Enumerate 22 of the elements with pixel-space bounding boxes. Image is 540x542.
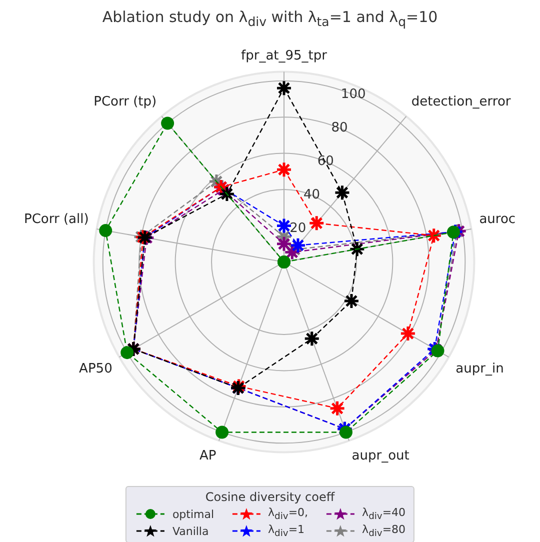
legend-label: λ$_{div}$=1 [268, 523, 305, 540]
legend-label: λ$_{div}$=40 [362, 506, 406, 522]
legend-label: optimal [172, 508, 214, 521]
spoke-label: PCorr (tp) [94, 94, 157, 110]
spoke-label: AP [199, 448, 216, 464]
y-tick-label: 40 [303, 187, 320, 202]
chart-title: Ablation study on λ$_{div}$ with λ$_{ta}$=1 and λ$_{q}$=10 [101, 8, 439, 29]
legend-label: λ$_{div}$=80 [362, 523, 406, 540]
spoke-label: aupr_out [352, 448, 410, 464]
y-tick-label: 80 [331, 120, 348, 136]
y-tick-label: 60 [317, 154, 334, 169]
spoke-label: detection_error [411, 94, 512, 110]
legend-label: Vanilla [172, 524, 209, 538]
legend-label: λ$_{div}$=0, [268, 506, 308, 522]
y-tick-label: 100 [340, 87, 366, 102]
spoke-label: fpr_at_95_tpr [241, 48, 328, 64]
spoke-label: aupr_in [456, 361, 504, 376]
spoke-label: AP50 [79, 361, 112, 376]
y-tick-label: 20 [290, 220, 306, 236]
legend-title: Cosine diversity coeff [204, 490, 336, 504]
spoke-label: auroc [479, 212, 516, 228]
spoke-label: PCorr (all) [24, 212, 89, 228]
